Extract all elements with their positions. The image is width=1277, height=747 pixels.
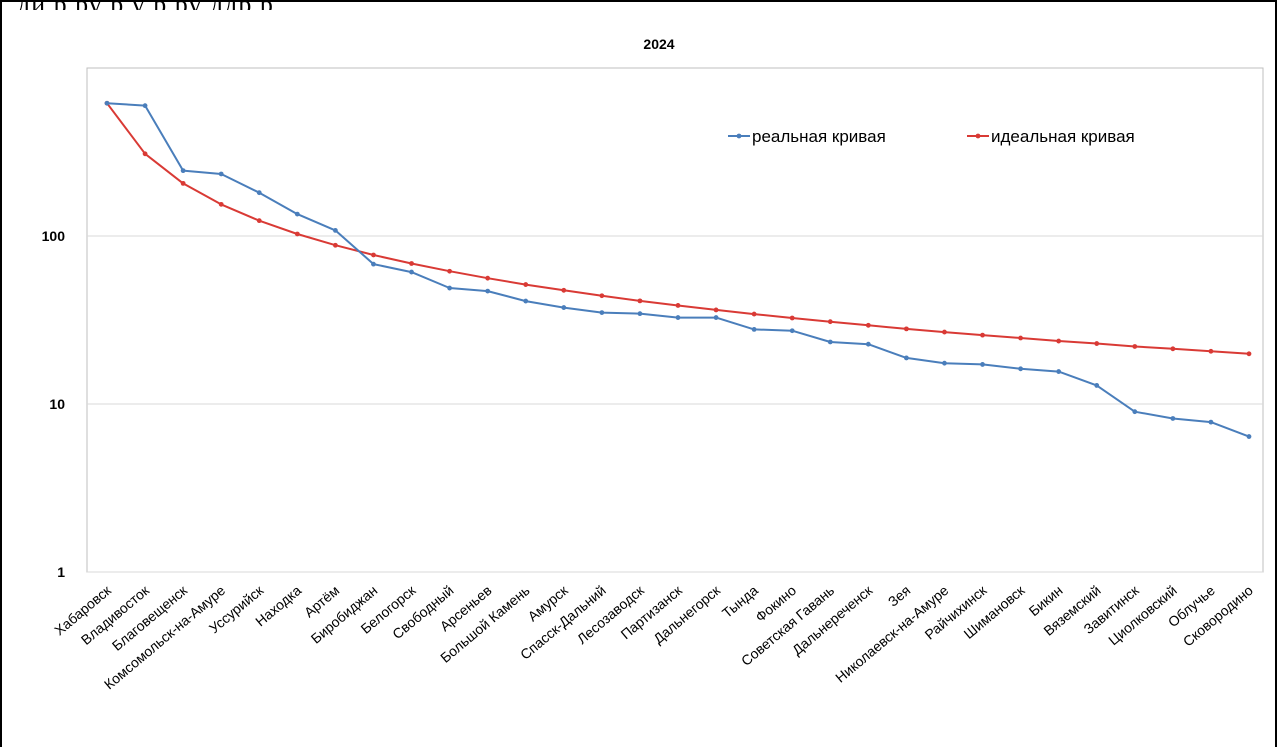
x-tick-label: Зея [885,582,914,610]
legend-label: идеальная кривая [991,127,1135,146]
data-point [599,293,605,299]
data-point [1094,383,1100,388]
y-tick-label: 10 [49,396,65,412]
data-point [180,180,186,186]
legend-label: реальная кривая [752,127,886,146]
data-point [333,227,338,233]
data-point [789,315,795,321]
data-point [904,326,909,332]
data-point [675,315,681,320]
data-point [180,168,186,174]
legend-marker [975,133,981,139]
data-point [751,311,757,317]
data-point [865,322,871,328]
data-point [485,275,491,281]
data-point [218,171,224,177]
data-point [333,242,338,248]
data-point [523,298,529,304]
x-axis-labels: ХабаровскВладивостокБлаговещенскКомсомол… [51,581,1256,692]
series-real [104,100,1252,439]
data-point [371,252,376,258]
legend-item: идеальная кривая [967,127,1135,146]
data-point [256,190,262,196]
data-point [371,261,376,267]
data-point [713,315,719,320]
data-point [447,285,452,291]
y-axis-ticks: 1 10 100 [42,228,66,580]
data-point [827,339,833,345]
series-ideal [104,100,1252,357]
data-point [1132,344,1138,349]
data-point [789,328,795,334]
data-point [751,327,757,332]
data-point [104,100,110,106]
data-point [1094,341,1100,346]
y-tick-label: 1 [57,564,65,580]
data-point [980,332,985,338]
data-point [942,360,947,366]
data-point [523,282,529,287]
data-point [294,231,300,237]
data-point [485,288,491,294]
legend: реальная кривая идеальная кривая [728,127,1135,146]
data-point [1170,346,1176,352]
data-point [256,218,262,224]
data-point [1056,338,1062,344]
data-point [980,362,985,367]
data-point [447,268,452,274]
data-point [294,211,300,217]
data-point [561,305,567,310]
data-point [675,303,681,308]
data-point [1018,335,1023,341]
data-point [713,307,719,313]
data-point [1208,419,1214,425]
data-point [865,341,871,347]
data-point [827,319,833,325]
series-line [106,102,1250,438]
legend-marker [736,133,742,139]
series-lines [104,100,1252,439]
data-point [942,329,947,335]
data-point [142,103,148,109]
data-point [1246,434,1252,439]
data-point [904,355,909,361]
chart-title: 2024 [643,36,674,52]
data-point [1018,366,1023,372]
data-point [142,151,148,157]
data-point [218,201,224,207]
data-point [1208,348,1214,354]
data-point [409,269,414,275]
data-point [561,287,567,293]
data-point [599,310,605,315]
legend-item: реальная кривая [728,127,886,146]
data-point [637,311,643,317]
data-point [1132,409,1138,415]
data-point [637,298,643,304]
data-point [1246,351,1252,357]
y-tick-label: 100 [42,228,66,244]
gridlines [86,67,1264,573]
data-point [1170,416,1176,421]
data-point [1056,369,1062,374]
data-point [409,261,414,266]
cropped-header-text: , ди р ру р у р ру ддр р [2,0,1275,10]
